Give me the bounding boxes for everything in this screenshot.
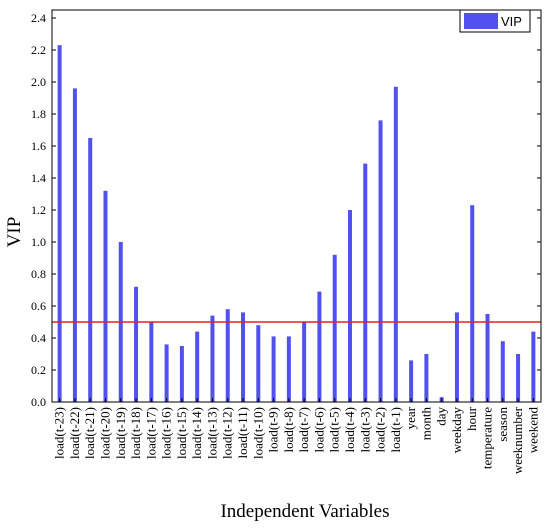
bar-12	[241, 312, 246, 402]
x-tick-label: load(t-12)	[220, 407, 235, 459]
y-tick-label: 0.6	[31, 299, 46, 313]
y-tick-label: 0.4	[31, 331, 46, 345]
axes-group	[51, 9, 542, 403]
legend: VIP	[459, 9, 531, 33]
bar-1	[72, 88, 77, 403]
bar-14	[271, 336, 276, 402]
bar-13	[256, 325, 261, 402]
x-tick-label: load(t-10)	[250, 407, 265, 459]
bar-21	[378, 120, 383, 403]
x-tick-label: load(t-21)	[82, 407, 97, 459]
bar-22	[393, 86, 398, 403]
x-tick-label: load(t-18)	[128, 407, 143, 459]
bar-19	[347, 210, 352, 402]
bar-29	[500, 341, 505, 402]
x-tick-label: load(t-2)	[373, 407, 388, 452]
bar-24	[424, 354, 429, 402]
x-ticks-group: load(t-23) load(t-22) load(t-21) load(t-20)…	[52, 398, 540, 474]
x-tick-label: load(t-6)	[311, 407, 326, 452]
bar-28	[485, 314, 490, 402]
bar-23	[409, 360, 414, 402]
x-tick-label: load(t-3)	[357, 407, 372, 452]
y-axis-title: VIP	[4, 217, 25, 248]
x-tick-label: temperature	[480, 407, 495, 469]
bars-group	[57, 45, 536, 403]
x-tick-label: load(t-13)	[204, 407, 219, 459]
x-tick-label: load(t-19)	[113, 407, 128, 459]
x-tick-label: load(t-5)	[327, 407, 342, 452]
bar-10	[210, 315, 215, 402]
legend-swatch	[464, 13, 498, 29]
x-tick-label: month	[418, 407, 433, 441]
legend-label: VIP	[501, 14, 522, 29]
bar-26	[454, 312, 459, 402]
x-tick-label: load(t-22)	[67, 407, 82, 459]
bar-11	[225, 309, 230, 402]
bar-18	[332, 254, 337, 402]
y-tick-label: 2.0	[31, 75, 46, 89]
y-tick-label: 1.2	[31, 203, 46, 217]
x-tick-label: weekday	[449, 407, 464, 454]
y-tick-label: 0.0	[31, 395, 46, 409]
bar-9	[195, 331, 200, 402]
bar-0	[57, 45, 62, 402]
x-tick-label: load(t-16)	[159, 407, 174, 459]
bar-2	[88, 138, 93, 402]
x-tick-label: day	[434, 407, 449, 426]
x-tick-label: weekend	[525, 407, 540, 454]
x-tick-label: load(t-23)	[52, 407, 67, 459]
y-tick-label: 1.4	[31, 171, 46, 185]
x-tick-label: load(t-4)	[342, 407, 357, 452]
x-tick-label: hour	[464, 406, 479, 431]
bar-31	[531, 331, 536, 402]
x-tick-label: load(t-15)	[174, 407, 189, 459]
y-tick-label: 2.4	[31, 11, 46, 25]
y-tick-label: 2.2	[31, 43, 46, 57]
bar-6	[149, 322, 154, 402]
plot-frame	[51, 9, 542, 403]
bar-30	[516, 354, 521, 402]
y-tick-label: 0.8	[31, 267, 46, 281]
x-tick-label: load(t-20)	[97, 407, 112, 459]
x-tick-label: load(t-17)	[143, 407, 158, 459]
x-tick-label: load(t-9)	[266, 407, 281, 452]
x-tick-label: year	[403, 406, 418, 429]
bar-7	[164, 344, 169, 402]
bar-15	[286, 336, 291, 402]
bar-5	[134, 286, 139, 402]
bar-8	[179, 346, 184, 402]
y-ticks-group: 0.0 0.2 0.4 0.6 0.8 1.0 1.2 1.4 1.6 1.8 2.0 2.2 2.4	[31, 11, 541, 409]
x-tick-label: season	[495, 407, 510, 442]
bar-20	[363, 163, 368, 402]
bar-17	[317, 291, 322, 402]
y-tick-label: 1.0	[31, 235, 46, 249]
x-tick-label: load(t-8)	[281, 407, 296, 452]
x-tick-label: load(t-11)	[235, 407, 250, 459]
y-tick-label: 1.8	[31, 107, 46, 121]
x-tick-label: weeknumber	[510, 406, 525, 474]
x-axis-title: Independent Variables	[220, 501, 389, 522]
x-tick-label: load(t-7)	[296, 407, 311, 452]
x-tick-label: load(t-1)	[388, 407, 403, 452]
bar-3	[103, 190, 108, 402]
y-tick-label: 1.6	[31, 139, 46, 153]
bar-27	[470, 205, 475, 402]
x-tick-label: load(t-14)	[189, 407, 204, 459]
bar-16	[302, 322, 307, 402]
y-tick-label: 0.2	[31, 363, 46, 377]
